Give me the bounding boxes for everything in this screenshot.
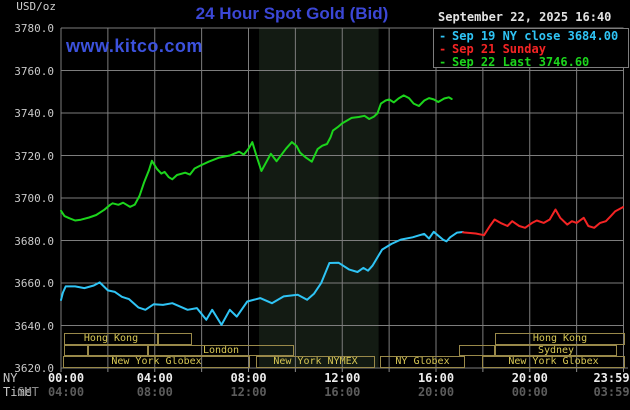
y-tick-label: 3640.0 [14,319,54,333]
legend-text: Sep 22 Last 3746.60 [452,55,590,69]
session-box-new-york-globex: New York Globex [482,355,625,368]
gmt-row-label: GMT [17,385,39,399]
session-box-hong-kong: Hong Kong [64,333,158,345]
page-title: 24 Hour Spot Gold (Bid) [195,4,389,23]
legend-dash-marker: - [439,55,447,69]
ny-time-tick-label: 20:00 [511,371,548,385]
gmt-time-tick-label: 16:00 [324,385,361,399]
ny-time-tick-label: 12:00 [324,371,361,385]
gmt-time-tick-label: 00:00 [511,385,548,399]
series-line-sep-22-last [60,94,453,222]
chart-legend: - Sep 19 NY close 3684.00- Sep 21 Sunday - S… [433,28,629,69]
gmt-time-tick-label: 12:00 [230,385,267,399]
session-box-ny-globex: NY Globex [380,355,465,368]
chart-datetime: September 22, 2025 16:40 [438,10,612,24]
session-box-sydney: Sydney [495,344,617,356]
y-tick-label: 3700.0 [14,192,54,205]
session-box-london: London [148,344,294,356]
legend-text: Sep 19 NY close 3684.00 [452,29,619,43]
y-tick-label: 3620.0 [14,362,54,375]
ny-time-tick-label: 08:00 [230,371,267,385]
gmt-time-tick-label: 03:59 [593,385,630,399]
session-box-segment [88,344,148,356]
legend-item: - Sep 22 Last 3746.60 [439,56,628,69]
y-axis-unit-label: USD/oz [16,0,56,13]
kitco-watermark[interactable]: www.kitco.com [66,36,203,56]
session-box-segment [459,344,495,356]
legend-text: Sep 21 Sunday [452,42,546,56]
legend-dash-marker: - [439,42,447,56]
series-line-sep-21-sunday [462,206,624,237]
y-tick-label: 3740.0 [14,107,54,120]
gmt-time-tick-label: 04:00 [47,385,85,399]
ny-time-tick-label: 16:00 [417,371,455,385]
y-tick-label: 3760.0 [14,64,54,78]
gmt-time-tick-label: 20:00 [417,385,455,399]
legend-dash-marker: - [439,29,447,43]
session-box-new-york-nymex: New York NYMEX [256,355,375,368]
session-box-hong-kong: Hong Kong [495,333,625,345]
session-box-segment [64,344,88,356]
session-box-segment [158,333,192,345]
y-tick-label: 3660.0 [14,277,54,290]
ny-time-tick-label: 00:00 [47,371,85,385]
legend-item: - Sep 21 Sunday [439,43,628,56]
legend-item: - Sep 19 NY close 3684.00 [439,30,628,43]
ny-time-row-label: NY Time [3,371,32,399]
ny-time-tick-label: 23:59 [593,371,630,385]
session-box-new-york-globex: New York Globex [63,355,250,368]
y-tick-label: 3780.0 [14,22,54,35]
y-tick-label: 3680.0 [14,234,54,248]
y-tick-label: 3720.0 [14,149,54,163]
gmt-time-tick-label: 08:00 [136,385,173,399]
ny-time-tick-label: 04:00 [136,371,173,385]
series-line-sep-19-ny-close [60,230,464,326]
